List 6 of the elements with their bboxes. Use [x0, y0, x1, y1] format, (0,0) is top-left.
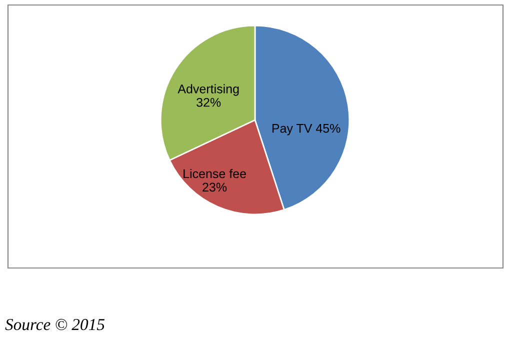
data-label: 32% [196, 98, 221, 107]
slice-label: License fee [184, 168, 246, 178]
data-label: 23% [202, 182, 227, 192]
slice-label: Advertising [178, 84, 239, 96]
source-note: Source © 2015 [5, 318, 104, 330]
slice-label: Pay TV 45% [272, 124, 340, 136]
